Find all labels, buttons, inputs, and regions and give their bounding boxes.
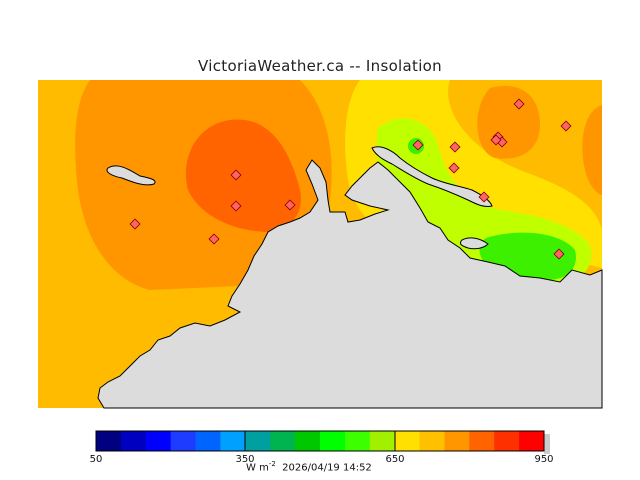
station-marker: [208, 233, 220, 245]
legend-swatch: [444, 431, 470, 451]
station-marker: [412, 139, 424, 151]
legend-tick-label: 350: [235, 454, 255, 465]
legend-swatch: [96, 431, 122, 451]
legend-tick-label: 950: [534, 454, 554, 465]
station-marker: [553, 248, 565, 260]
legend-swatch: [394, 431, 421, 451]
legend-swatch: [170, 431, 197, 451]
land-mass: [97, 159, 603, 409]
legend-swatch: [469, 431, 495, 451]
legend-unit-exponent: -2: [268, 460, 276, 468]
legend-unit: W m: [246, 462, 269, 474]
island-west: [106, 165, 156, 186]
zone-orange-east: [582, 105, 602, 195]
legend-caption: W m-2 2026/04/19 14:52: [246, 460, 372, 473]
station-marker: [129, 218, 141, 230]
legend-swatch: [295, 431, 321, 451]
legend-swatch: [220, 431, 246, 451]
legend-swatch: [145, 431, 172, 451]
station-marker: [230, 169, 242, 181]
map-title: VictoriaWeather.ca -- Insolation: [198, 57, 442, 75]
zone-red-orange: [185, 119, 301, 232]
legend-swatch: [270, 431, 296, 451]
station-marker: [284, 199, 296, 211]
legend-swatch: [120, 431, 147, 451]
peninsula-north: [371, 146, 493, 207]
legend-swatch: [369, 431, 396, 451]
station-marker: [560, 120, 572, 132]
zone-orange-ne: [477, 85, 540, 159]
inlet-island: [459, 237, 489, 250]
legend-shadow: [544, 434, 550, 454]
station-marker: [490, 134, 502, 146]
legend-swatch: [195, 431, 221, 451]
legend-tick-label: 650: [385, 454, 405, 465]
legend-swatch: [519, 431, 545, 451]
legend-tick-label: 50: [89, 454, 103, 465]
station-marker: [230, 200, 242, 212]
station-marker: [449, 141, 461, 153]
station-marker: [513, 98, 525, 110]
legend-colorbar: [95, 430, 550, 454]
station-marker: [448, 162, 460, 174]
legend-frame: [95, 430, 545, 452]
station-marker: [478, 191, 490, 203]
legend-swatch: [419, 431, 445, 451]
legend-swatch: [344, 431, 371, 451]
weather-stations: [129, 98, 572, 260]
legend-swatch: [320, 431, 346, 451]
legend-swatch: [245, 431, 271, 451]
legend-swatch: [494, 431, 520, 451]
legend-timestamp: 2026/04/19 14:52: [282, 462, 372, 474]
